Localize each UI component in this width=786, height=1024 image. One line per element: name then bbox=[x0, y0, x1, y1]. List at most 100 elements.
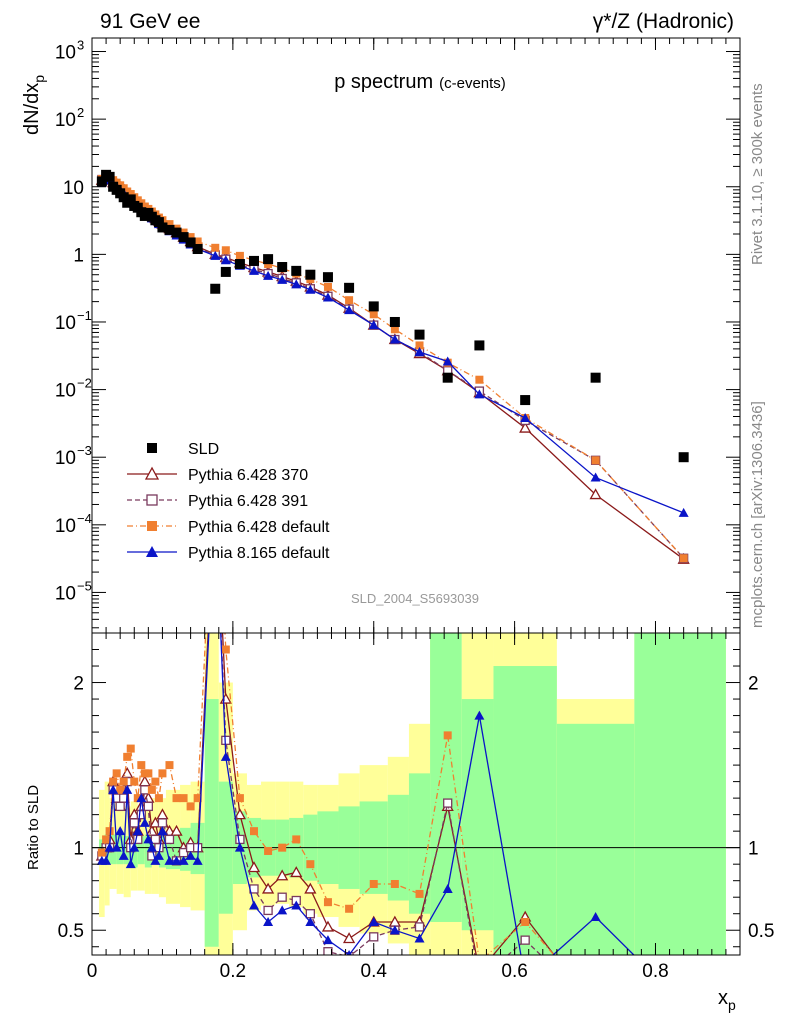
series-3-point bbox=[277, 274, 288, 284]
ratio-bands bbox=[99, 633, 726, 955]
ratio-band-green bbox=[204, 699, 219, 947]
series-1-ratio-point bbox=[115, 801, 125, 812]
series-2-ratio-point bbox=[390, 879, 399, 888]
series-3-ratio-point bbox=[474, 710, 485, 720]
series-2-point bbox=[323, 282, 332, 291]
series-2-ratio-point bbox=[278, 843, 287, 852]
series-3-point bbox=[249, 265, 259, 275]
title-main: p spectrum bbox=[334, 71, 433, 93]
y-tick-label: 10 bbox=[55, 516, 76, 537]
series-3-ratio-point bbox=[220, 751, 231, 761]
series-1-ratio-point bbox=[443, 798, 453, 808]
sld-point bbox=[185, 237, 196, 248]
header-right: γ*/Z (Hadronic) bbox=[593, 10, 734, 33]
legend-label: Pythia 6.428 370 bbox=[188, 467, 308, 484]
series-3-ratio-point bbox=[234, 842, 245, 852]
sld-point bbox=[153, 217, 164, 228]
series-3-ratio-point bbox=[164, 855, 175, 865]
series-2-point bbox=[186, 233, 195, 242]
y-tick-exponent: −3 bbox=[77, 443, 92, 458]
xlabel: xp bbox=[718, 987, 736, 1013]
series-2-point bbox=[415, 341, 424, 350]
series-2-ratio-point bbox=[221, 645, 230, 654]
ratio-tick-label: 0.5 bbox=[58, 921, 84, 942]
series-3-ratio-point bbox=[389, 925, 400, 935]
series-2-ratio-point bbox=[144, 769, 153, 778]
series-3-ratio-point bbox=[111, 842, 122, 852]
legend-item: Pythia 6.428 370 bbox=[127, 466, 308, 484]
y-tick-exponent: −4 bbox=[77, 511, 92, 526]
header-left: 91 GeV ee bbox=[100, 10, 200, 33]
x-tick-label: 0.6 bbox=[501, 961, 527, 982]
series-1-ratio-point bbox=[277, 892, 287, 902]
series-1-ratio-point bbox=[157, 818, 168, 828]
legend-marker bbox=[144, 466, 160, 480]
series-1-ratio-point bbox=[136, 809, 146, 820]
series-3-ratio-point bbox=[139, 817, 150, 827]
series-2-point bbox=[221, 246, 230, 255]
series-2-ratio-point bbox=[133, 794, 142, 803]
ratio-plot: 0 0.2 0.4 0.6 0.8 0.5 0.5 1 1 2 2 bbox=[58, 38, 774, 1012]
sld-point bbox=[104, 171, 115, 182]
series-3-ratio-point bbox=[146, 842, 157, 852]
sld-point bbox=[178, 232, 189, 243]
series-2-ratio-point bbox=[292, 835, 301, 844]
series-3-point bbox=[210, 250, 221, 260]
series-2-ratio-point bbox=[116, 785, 125, 794]
xlabel-sub: p bbox=[728, 997, 736, 1013]
series-2-ratio-point bbox=[211, 431, 219, 439]
series-3-ratio-point bbox=[118, 850, 129, 860]
sld-point bbox=[220, 266, 231, 277]
series-3-ratio-point bbox=[150, 855, 161, 865]
series-3-ratio-point bbox=[129, 842, 140, 852]
series-3-ratio-point bbox=[590, 912, 601, 922]
series-1-ratio-point bbox=[235, 834, 245, 845]
sld-point bbox=[389, 316, 400, 327]
series-0-ratio-point bbox=[321, 920, 335, 932]
series-1-ratio-point bbox=[680, 1004, 688, 1012]
series-3-ratio-point bbox=[414, 933, 425, 943]
series-3-point bbox=[220, 255, 231, 265]
series-1-ratio-point bbox=[323, 947, 333, 955]
y-tick-label: 10 bbox=[55, 43, 76, 64]
series-2-ratio-point bbox=[151, 777, 160, 786]
legend-label: SLD bbox=[188, 441, 219, 458]
series-3-ratio-point bbox=[277, 905, 288, 915]
ylabel: dN/dxp bbox=[21, 75, 47, 135]
legend-marker bbox=[147, 443, 157, 453]
sld-point bbox=[277, 262, 288, 273]
mcplots-label: mcplots.cern.ch [arXiv:1306.3436] bbox=[749, 401, 766, 628]
series-2-ratio-point bbox=[415, 889, 424, 898]
sld-point bbox=[368, 301, 379, 312]
ratio-series bbox=[95, 431, 688, 1012]
series-2-ratio-point bbox=[105, 827, 114, 836]
series-0-ratio-point bbox=[121, 767, 134, 779]
main-series bbox=[95, 169, 690, 564]
y-tick-exponent: −2 bbox=[77, 376, 92, 391]
ratio-tick-label-right: 2 bbox=[748, 674, 759, 695]
series-3-ratio-point bbox=[249, 900, 259, 910]
series-1-ratio-point bbox=[475, 976, 483, 984]
legend-item: Pythia 6.428 391 bbox=[127, 493, 308, 510]
series-3-ratio-point bbox=[178, 855, 189, 865]
series-1-ratio-point bbox=[143, 801, 153, 812]
x-tick-label: 0.2 bbox=[220, 961, 246, 982]
series-3-ratio-point bbox=[185, 850, 196, 860]
legend-marker bbox=[146, 494, 158, 506]
series-1-ratio-point bbox=[140, 785, 150, 795]
sld-point bbox=[157, 222, 168, 233]
series-0-ratio-point bbox=[138, 775, 151, 787]
series-2-point bbox=[165, 220, 174, 229]
series-2-ratio-point bbox=[102, 835, 111, 844]
sld-point bbox=[210, 283, 221, 294]
y-tick-exponent: −1 bbox=[77, 308, 92, 323]
series-1-ratio-point bbox=[129, 818, 139, 828]
legend-item: Pythia 8.165 default bbox=[127, 545, 330, 562]
series-3-point bbox=[590, 472, 601, 482]
sld-point bbox=[305, 269, 316, 280]
series-2-ratio-point bbox=[369, 879, 378, 888]
series-3-point bbox=[322, 292, 333, 302]
series-2-ratio-point bbox=[306, 860, 315, 869]
legend-item: Pythia 6.428 default bbox=[127, 519, 330, 536]
series-2-point bbox=[345, 296, 354, 305]
